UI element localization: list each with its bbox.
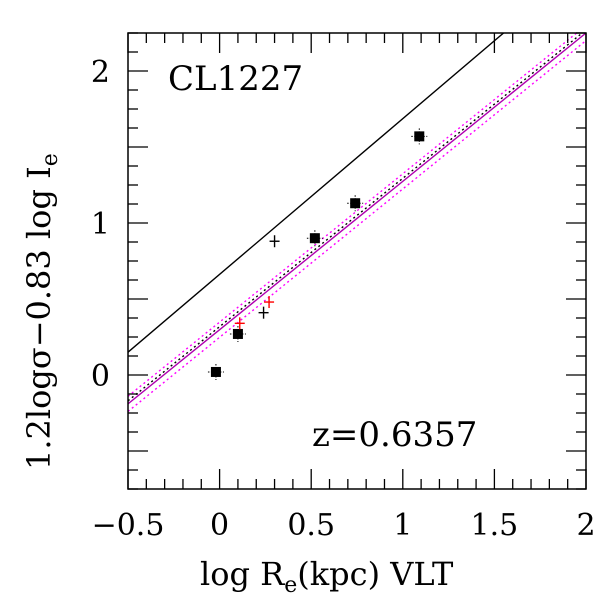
redshift-label: z=0.6357 [312, 415, 477, 455]
data-point-square [309, 233, 320, 244]
x-tick-label: 2 [576, 508, 595, 543]
data-point-square [232, 328, 243, 339]
cluster-label: CL1227 [168, 59, 303, 99]
tick-labels: −0.5 0 0.5 1 1.5 2 0 1 2 [91, 55, 596, 543]
x-axis-label-tail: (kpc) VLT [297, 555, 454, 593]
data-points [207, 128, 428, 380]
x-axis-label: log Re(kpc) VLT [200, 555, 454, 598]
y-tick-label: 0 [91, 359, 110, 394]
x-axis-label-sub: e [284, 573, 297, 598]
x-tick-label: −0.5 [92, 508, 165, 543]
x-tick-label: 1 [393, 508, 412, 543]
y-axis-label: 1.2logσ−0.83 log Ie [20, 153, 63, 470]
fit-line-dotted [128, 33, 584, 402]
data-point-square [414, 131, 425, 142]
y-axis-label-main: 1.2logσ−0.83 log I [20, 166, 58, 470]
x-tick-label: 0 [210, 508, 229, 543]
fit-line-solid [128, 33, 586, 405]
fit-line-dotted [128, 40, 586, 413]
x-tick-label: 1.5 [471, 508, 519, 543]
data-point-square [210, 366, 221, 377]
y-axis-label-sub: e [38, 153, 63, 166]
data-point-square [350, 198, 361, 209]
fit-line-solid [128, 33, 505, 353]
plot-frame [127, 32, 587, 490]
fit-lines [128, 33, 586, 413]
x-tick-label: 0.5 [287, 508, 335, 543]
x-axis-label-main: log R [200, 555, 285, 593]
y-tick-label: 2 [91, 55, 110, 90]
y-tick-label: 1 [91, 207, 110, 242]
fit-line-dotted [128, 33, 578, 397]
